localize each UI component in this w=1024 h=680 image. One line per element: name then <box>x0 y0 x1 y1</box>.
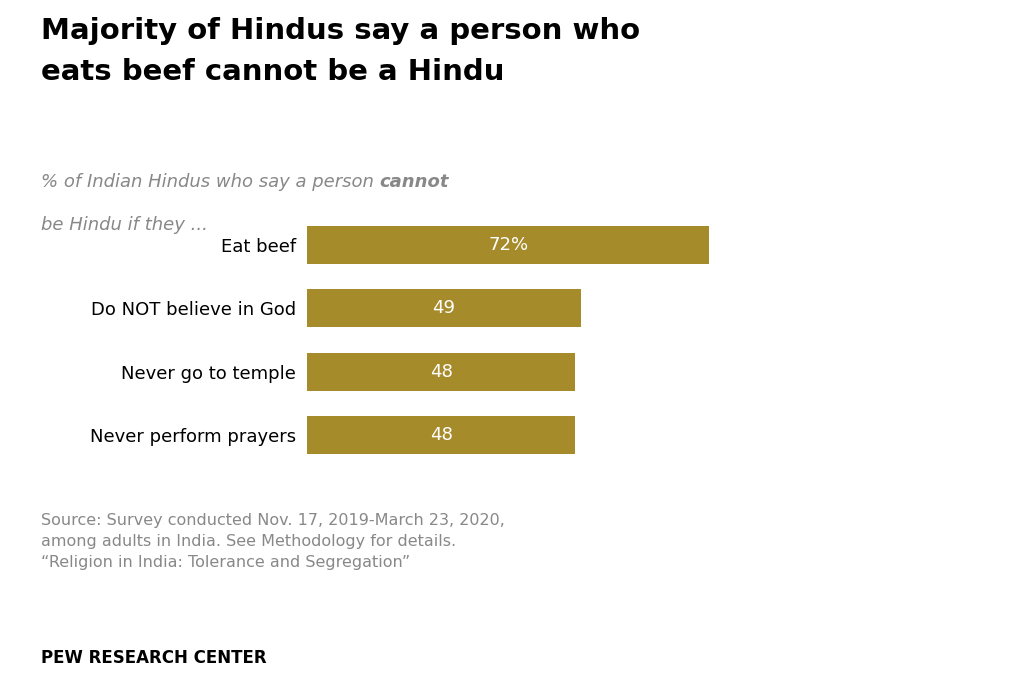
Bar <box>307 226 710 264</box>
Text: PEW RESEARCH CENTER: PEW RESEARCH CENTER <box>41 649 266 667</box>
Text: eats beef cannot be a Hindu: eats beef cannot be a Hindu <box>41 58 505 86</box>
Text: Source: Survey conducted Nov. 17, 2019-March 23, 2020,
among adults in India. Se: Source: Survey conducted Nov. 17, 2019-M… <box>41 513 505 571</box>
Text: cannot: cannot <box>380 173 450 191</box>
Text: Majority of Hindus say a person who: Majority of Hindus say a person who <box>41 17 640 45</box>
Bar <box>307 290 581 327</box>
Text: be Hindu if they ...: be Hindu if they ... <box>41 216 208 233</box>
Text: 48: 48 <box>430 426 453 444</box>
Text: % of Indian Hindus who say a person: % of Indian Hindus who say a person <box>41 173 380 191</box>
Text: 72%: 72% <box>488 236 528 254</box>
Text: 48: 48 <box>430 362 453 381</box>
Text: 49: 49 <box>432 299 456 318</box>
Bar <box>307 353 575 390</box>
Bar <box>307 416 575 454</box>
